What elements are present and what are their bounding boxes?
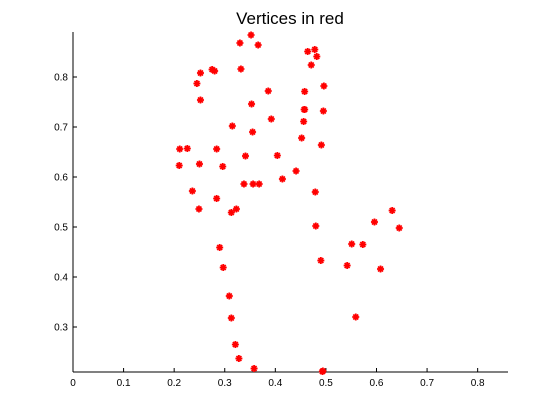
x-tick-label: 0.5 — [319, 378, 333, 389]
vertex-point — [213, 195, 221, 202]
vertex-point — [304, 48, 312, 55]
vertex-point — [311, 188, 319, 196]
vertex-point — [300, 106, 308, 113]
vertex-point — [313, 53, 321, 60]
y-tick-label: 0.3 — [54, 323, 68, 334]
x-tick-label: 0.3 — [218, 378, 232, 389]
vertex-point — [247, 31, 255, 39]
vertex-point — [195, 205, 203, 213]
vertex-point — [225, 292, 233, 300]
vertex-point — [278, 175, 286, 183]
vertex-point — [236, 39, 244, 47]
y-tick-label: 0.8 — [54, 73, 68, 84]
vertex-point — [273, 152, 281, 159]
vertex-point — [248, 100, 256, 108]
vertex-point — [193, 80, 201, 87]
vertex-point — [292, 167, 300, 175]
x-tick-label: 0.2 — [167, 378, 181, 389]
vertex-point — [320, 82, 328, 90]
y-tick-label: 0.6 — [54, 173, 68, 184]
vertex-point — [195, 160, 203, 168]
vertex-point — [250, 365, 258, 372]
vertex-point — [348, 240, 356, 248]
plot-area — [73, 32, 508, 372]
vertex-point — [196, 69, 204, 77]
vertex-point — [264, 87, 272, 95]
vertex-point — [227, 314, 235, 322]
chart-title: Vertices in red — [236, 9, 344, 28]
vertex-point — [211, 67, 219, 75]
vertex-point — [267, 115, 275, 123]
vertex-point — [216, 244, 224, 251]
vertex-point — [319, 107, 327, 115]
vertex-point — [176, 145, 184, 153]
x-tick-label: 0.4 — [268, 378, 282, 389]
vertex-point — [175, 162, 183, 169]
vertex-point — [183, 145, 191, 152]
y-tick-label: 0.5 — [54, 223, 68, 234]
vertex-point — [240, 180, 248, 188]
vertex-point — [307, 61, 315, 69]
vertex-point — [219, 163, 227, 170]
axes — [72, 32, 508, 373]
vertex-point — [241, 152, 249, 160]
vertex-point — [249, 180, 257, 188]
y-tick-label: 0.4 — [54, 273, 68, 284]
vertex-point — [196, 96, 204, 104]
vertex-point — [343, 262, 351, 269]
vertex-point — [377, 265, 385, 273]
x-axis-ticks: 0 0.1 0.2 0.3 0.4 0.5 0.6 0.7 0.8 — [70, 368, 485, 389]
vertex-point — [311, 46, 319, 53]
x-tick-label: 0.7 — [420, 378, 434, 389]
x-tick-label: 0.8 — [471, 378, 485, 389]
x-tick-label: 0.1 — [117, 378, 131, 389]
vertex-point — [388, 207, 396, 214]
vertex-point — [317, 141, 325, 149]
vertex-point — [235, 355, 243, 362]
data-points — [175, 31, 403, 375]
vertex-point — [228, 122, 236, 130]
vertex-point — [317, 257, 325, 264]
y-axis-ticks: 0.3 0.4 0.5 0.6 0.7 0.8 — [54, 73, 77, 334]
vertex-point — [395, 224, 403, 232]
vertex-point — [219, 264, 227, 271]
vertex-point — [300, 118, 308, 125]
vertex-point — [370, 218, 378, 226]
vertex-point — [319, 367, 327, 375]
x-tick-label: 0 — [70, 378, 76, 389]
vertex-point — [298, 134, 306, 142]
vertex-point — [301, 88, 309, 95]
x-tick-label: 0.6 — [370, 378, 384, 389]
vertex-point — [352, 313, 360, 321]
vertex-point — [254, 41, 262, 49]
vertex-point — [359, 241, 367, 248]
vertex-point — [188, 187, 196, 195]
vertex-point — [231, 341, 239, 348]
vertex-point — [312, 222, 320, 230]
vertex-point — [227, 209, 235, 216]
vertex-point — [237, 65, 245, 73]
vertex-point — [255, 180, 263, 188]
vertex-point — [232, 205, 240, 213]
vertex-point — [249, 128, 257, 136]
y-tick-label: 0.7 — [54, 123, 68, 134]
vertex-point — [213, 145, 221, 153]
